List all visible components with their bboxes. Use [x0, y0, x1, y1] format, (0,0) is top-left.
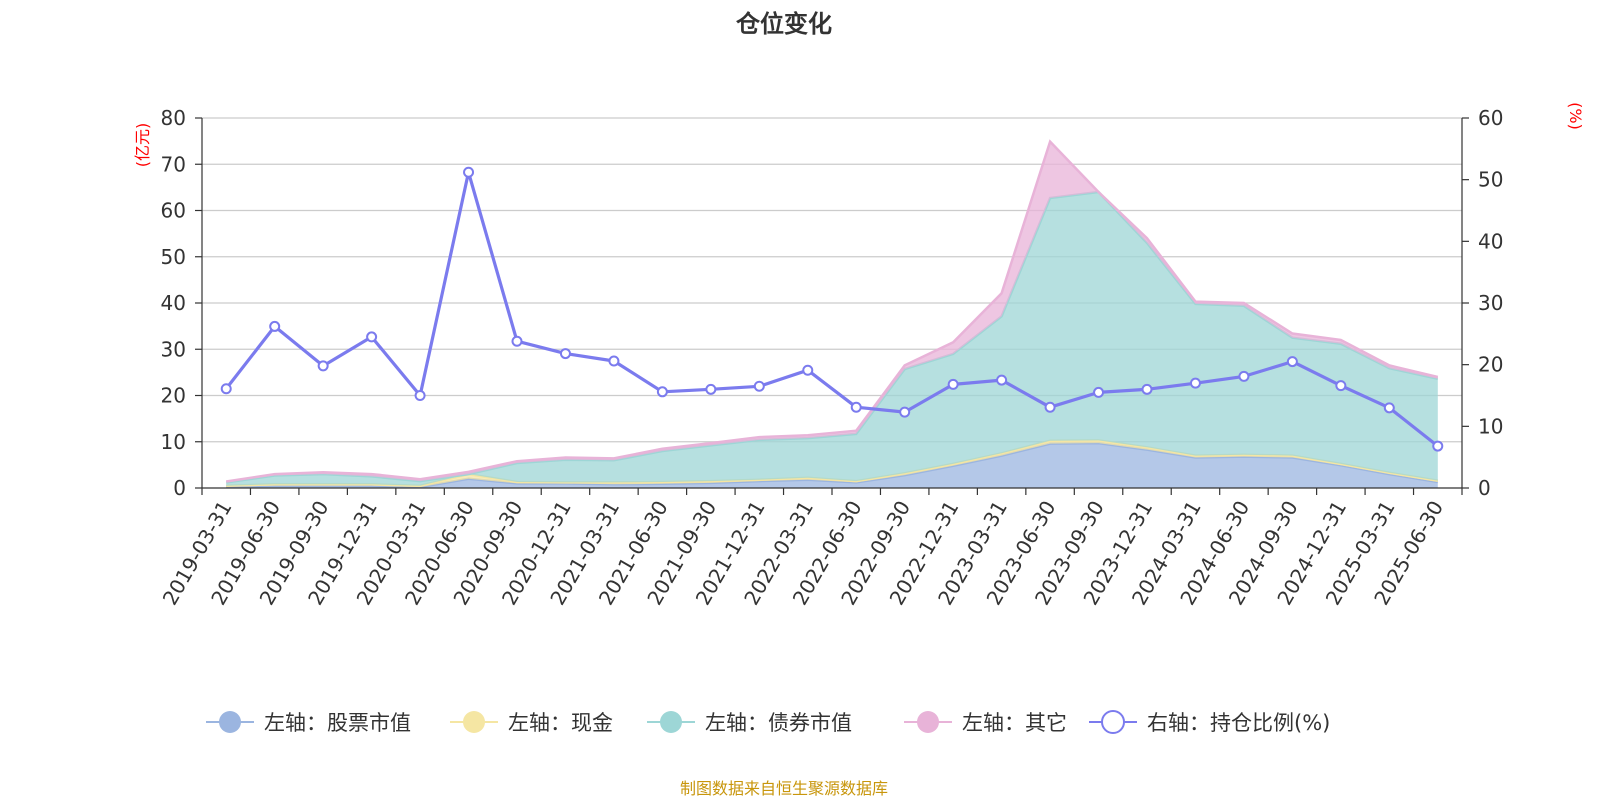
legend-marker — [917, 711, 939, 733]
grid — [202, 117, 1462, 443]
ratio-point — [1044, 401, 1056, 413]
legend-item-2: 左轴：债券市值 — [647, 711, 852, 735]
y-left-tick-label: 40 — [161, 291, 186, 315]
ratio-point — [608, 355, 620, 367]
y-left-tick-label: 50 — [161, 245, 186, 269]
ratio-point — [463, 166, 475, 178]
ratio-point — [1093, 386, 1105, 398]
ratio-point — [1335, 380, 1347, 392]
ratio-point — [1286, 356, 1298, 368]
ratio-point — [1141, 383, 1153, 395]
y-right-tick-label: 0 — [1478, 476, 1491, 500]
y-left-tick-label: 70 — [161, 152, 186, 176]
y-right-tick-label: 60 — [1478, 106, 1503, 130]
ratio-point — [1189, 377, 1201, 389]
ratio-point — [1238, 370, 1250, 382]
ratio-point — [899, 406, 911, 418]
ratio-point — [947, 378, 959, 390]
y-right-tick-label: 50 — [1478, 168, 1503, 192]
ratio-point — [220, 383, 232, 395]
y-right-tick-label: 20 — [1478, 353, 1503, 377]
area-series — [226, 139, 1439, 489]
ratio-point — [559, 348, 571, 360]
chart-title: 仓位变化 — [735, 10, 832, 38]
legend-label: 左轴：其它 — [962, 711, 1067, 735]
y-right-tick-label: 10 — [1478, 414, 1503, 438]
ratio-point — [1383, 402, 1395, 414]
ratio-point — [1432, 440, 1444, 452]
y-left-tick-label: 0 — [173, 476, 186, 500]
y-left-tick-label: 20 — [161, 384, 186, 408]
ratio-point — [414, 390, 426, 401]
y-left-unit: (亿元) — [133, 123, 152, 168]
ratio-point — [269, 320, 281, 332]
legend-label: 右轴：持仓比例(%) — [1147, 711, 1330, 735]
legend-marker — [1101, 710, 1125, 734]
ratio-line — [224, 170, 1439, 448]
area-0 — [226, 443, 1438, 488]
legend-marker — [660, 711, 682, 733]
legend-label: 左轴：现金 — [508, 711, 613, 735]
legend-item-4: 右轴：持仓比例(%) — [1089, 710, 1330, 735]
ratio-point — [753, 380, 765, 392]
y-right-tick-label: 30 — [1478, 291, 1503, 315]
y-right-tick-label: 40 — [1478, 229, 1503, 253]
ratio-point — [656, 386, 668, 398]
y-left-tick-label: 60 — [161, 199, 186, 223]
y-right-unit: (%) — [1566, 102, 1585, 130]
legend-label: 左轴：债券市值 — [705, 711, 852, 735]
ratio-point — [850, 401, 862, 413]
ratio-point — [705, 383, 717, 395]
legend-item-0: 左轴：股票市值 — [206, 711, 411, 735]
legend-marker — [463, 711, 485, 733]
legend-label: 左轴：股票市值 — [264, 711, 411, 735]
area-2 — [226, 192, 1438, 486]
legend-item-1: 左轴：现金 — [450, 711, 613, 735]
legend-marker — [219, 711, 241, 733]
legend-item-3: 左轴：其它 — [904, 711, 1067, 735]
ratio-point — [366, 331, 378, 343]
ratio-point — [996, 374, 1008, 386]
ratio-point — [317, 360, 329, 372]
legend: 左轴：股票市值 左轴：现金 左轴：债券市值 左轴：其它 右轴：持仓比例(%) — [206, 710, 1330, 735]
source-note: 制图数据来自恒生聚源数据库 — [680, 779, 888, 798]
ratio-point — [802, 364, 814, 376]
area-edge-3 — [226, 139, 1439, 483]
y-left-tick-label: 10 — [161, 430, 186, 454]
ratio-point — [511, 335, 523, 347]
y-left-tick-label: 80 — [161, 106, 186, 130]
y-left-tick-label: 30 — [161, 337, 186, 361]
line-series — [220, 166, 1444, 452]
